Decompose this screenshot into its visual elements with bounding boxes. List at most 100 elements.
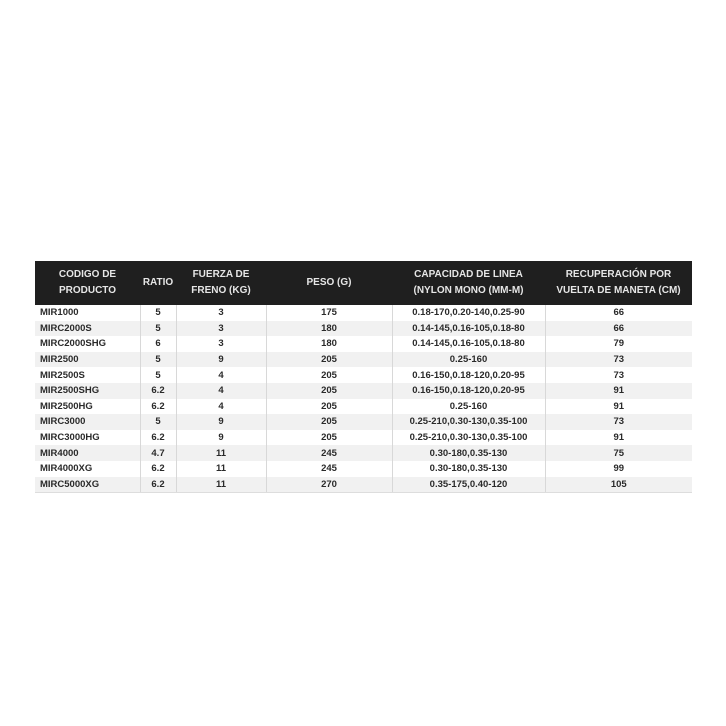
cell-line-capacity: 0.30-180,0.35-130: [391, 460, 545, 477]
table-body: MIR1000 5 3 175 0.18-170,0.20-140,0.25-90 66 M…: [35, 305, 692, 494]
header-product-code: CODIGO DE PRODUCTO: [35, 261, 140, 305]
cell-weight: 180: [265, 320, 392, 337]
cell-ratio: 6.2: [139, 382, 176, 399]
cell-ratio: 5: [139, 351, 176, 368]
cell-line-capacity: 0.35-175,0.40-120: [391, 476, 545, 494]
cell-drag-force: 11: [175, 460, 266, 477]
cell-product-code: MIRC3000HG: [40, 432, 100, 444]
cell-ratio: 6: [139, 336, 176, 352]
cell-drag-force: 9: [175, 429, 266, 446]
cell-ratio: 6.2: [139, 429, 176, 446]
header-text: FUERZA DE: [192, 269, 250, 280]
cell-weight: 245: [265, 460, 392, 477]
cell-product-code: MIR1000: [40, 307, 79, 319]
table-row: MIR2500S 5 4 205 0.16-150,0.18-120,0.20-95 73: [35, 367, 692, 383]
header-ratio: RATIO: [140, 261, 176, 305]
cell-weight: 205: [265, 351, 392, 368]
table-row: MIRC2000SHG 6 3 180 0.14-145,0.16-105,0.18-8…: [35, 336, 692, 352]
cell-retrieve-per-turn: 73: [544, 351, 692, 368]
cell-weight: 270: [265, 476, 392, 494]
cell-product-code: MIRC3000: [35, 414, 140, 430]
header-text: PRODUCTO: [58, 285, 117, 296]
header-text: CODIGO DE: [58, 269, 117, 280]
cell-retrieve-per-turn: 91: [544, 398, 692, 415]
cell-retrieve-per-turn: 91: [544, 429, 692, 446]
header-line-capacity: CAPACIDAD DE LINEA (NYLON MONO (MM-M): [392, 261, 545, 305]
cell-product-code: MIR4000: [35, 445, 140, 461]
cell-ratio: 6.2: [139, 398, 176, 415]
cell-line-capacity: 0.14-145,0.16-105,0.18-80: [391, 320, 545, 337]
header-text: RATIO: [142, 277, 174, 288]
cell-drag-force: 3: [175, 305, 266, 321]
cell-ratio: 5: [139, 414, 176, 430]
cell-weight: 205: [265, 367, 392, 383]
cell-line-capacity: 0.18-170,0.20-140,0.25-90: [391, 305, 545, 321]
cell-drag-force: 11: [175, 476, 266, 494]
cell-drag-force: 3: [175, 336, 266, 352]
cell-line-capacity: 0.25-210,0.30-130,0.35-100: [391, 414, 545, 430]
header-row: CODIGO DE PRODUCTO RATIO FUERZA DE FRENO (KG…: [35, 261, 692, 305]
cell-retrieve-per-turn: 99: [544, 460, 692, 477]
cell-retrieve-per-turn: 73: [544, 414, 692, 430]
cell-weight: 245: [265, 445, 392, 461]
cell-product-code: MIRC5000XG: [35, 476, 140, 494]
cell-weight: 175: [265, 305, 392, 321]
header-drag-force: FUERZA DE FRENO (KG): [176, 261, 266, 305]
table-row: MIRC5000XG 6.2 11 270 0.35-175,0.40-120 105: [35, 476, 692, 494]
cell-retrieve-per-turn: 105: [544, 476, 692, 494]
cell-drag-force: 9: [175, 351, 266, 368]
cell-ratio: 4.7: [139, 445, 176, 461]
table-row: MIR4000 4.7 11 245 0.30-180,0.35-130 75: [35, 445, 692, 461]
cell-ratio: 5: [139, 305, 176, 321]
cell-weight: 205: [265, 382, 392, 399]
cell-drag-force: 11: [175, 445, 266, 461]
cell-retrieve-per-turn: 75: [544, 445, 692, 461]
cell-drag-force: 4: [175, 382, 266, 399]
spec-table: CODIGO DE PRODUCTO RATIO FUERZA DE FRENO (KG…: [35, 261, 692, 494]
header-text: (NYLON MONO (MM-M): [413, 285, 524, 296]
cell-ratio: 6.2: [139, 460, 176, 477]
cell-ratio: 5: [139, 367, 176, 383]
cell-product-code: MIR2500HG: [40, 400, 93, 412]
header-text: FRENO (KG): [191, 285, 251, 296]
cell-line-capacity: 0.14-145,0.16-105,0.18-80: [391, 336, 545, 352]
cell-drag-force: 9: [175, 414, 266, 430]
cell-product-code: MIR2500: [35, 351, 140, 368]
cell-weight: 205: [265, 414, 392, 430]
cell-drag-force: 4: [175, 398, 266, 415]
table-row: MIR2500 5 9 205 0.25-160 73: [35, 351, 692, 368]
cell-line-capacity: 0.16-150,0.18-120,0.20-95: [391, 367, 545, 383]
table-row: MIRC3000HG 6.2 9 205 0.25-210,0.30-130,0.35-…: [35, 429, 692, 446]
header-text: VUELTA DE MANETA (CM): [556, 285, 681, 296]
cell-ratio: 6.2: [139, 476, 176, 494]
cell-product-code: MIRC2000SHG: [40, 338, 106, 350]
cell-drag-force: 4: [175, 367, 266, 383]
cell-ratio: 5: [139, 320, 176, 337]
cell-line-capacity: 0.25-210,0.30-130,0.35-100: [391, 429, 545, 446]
table-row: MIR2500SHG 6.2 4 205 0.16-150,0.18-120,0.20-…: [35, 382, 692, 399]
cell-weight: 180: [265, 336, 392, 352]
cell-product-code: MIR2500S: [40, 369, 85, 381]
table-row: MIR4000XG 6.2 11 245 0.30-180,0.35-130 99: [35, 460, 692, 477]
header-text: RECUPERACIÓN POR: [565, 269, 672, 280]
table-row: MIRC2000S 5 3 180 0.14-145,0.16-105,0.18-80 6…: [35, 320, 692, 337]
cell-drag-force: 3: [175, 320, 266, 337]
cell-line-capacity: 0.16-150,0.18-120,0.20-95: [391, 382, 545, 399]
table-row: MIR1000 5 3 175 0.18-170,0.20-140,0.25-90 66: [35, 305, 692, 321]
cell-line-capacity: 0.25-160: [391, 351, 545, 368]
cell-weight: 205: [265, 398, 392, 415]
cell-retrieve-per-turn: 73: [544, 367, 692, 383]
cell-retrieve-per-turn: 79: [544, 336, 692, 352]
table-row: MIRC3000 5 9 205 0.25-210,0.30-130,0.35-100 7…: [35, 414, 692, 430]
cell-retrieve-per-turn: 66: [544, 305, 692, 321]
header-retrieve-per-turn: RECUPERACIÓN POR VUELTA DE MANETA (CM): [545, 261, 692, 305]
cell-retrieve-per-turn: 66: [544, 320, 692, 337]
header-text: CAPACIDAD DE LINEA: [414, 269, 523, 280]
header-weight: PESO (G): [266, 261, 392, 305]
cell-line-capacity: 0.30-180,0.35-130: [391, 445, 545, 461]
cell-product-code: MIRC2000S: [35, 320, 140, 337]
table-row: MIR2500HG 6.2 4 205 0.25-160 91: [35, 398, 692, 415]
cell-weight: 205: [265, 429, 392, 446]
header-text: PESO (G): [306, 277, 352, 288]
cell-product-code: MIR4000XG: [40, 463, 93, 475]
